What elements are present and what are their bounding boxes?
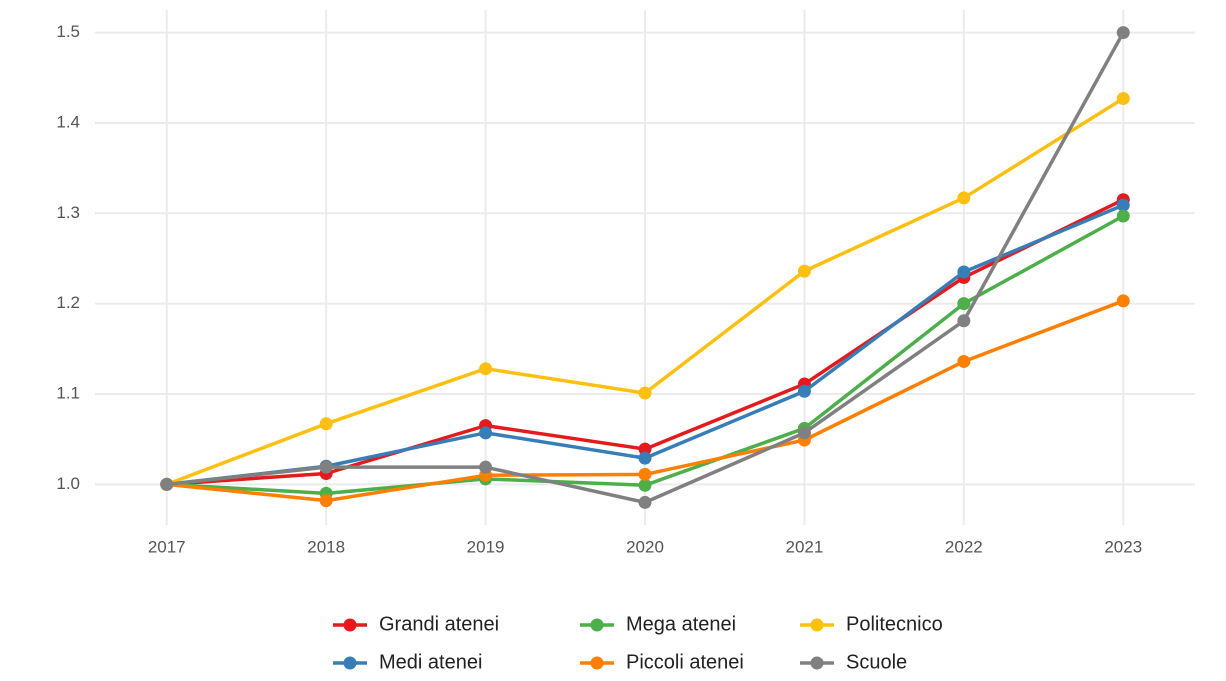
point	[957, 354, 971, 368]
point	[638, 478, 652, 492]
y-tick-label: 1.2	[56, 293, 80, 312]
legend-item: Mega atenei	[580, 613, 736, 635]
point	[319, 460, 333, 474]
legend-swatch-point	[810, 618, 824, 632]
legend-item: Piccoli atenei	[580, 651, 744, 673]
legend-swatch-point	[343, 618, 357, 632]
legend-swatch-point	[343, 656, 357, 670]
legend-item: Medi atenei	[333, 651, 482, 673]
point	[1116, 92, 1130, 106]
x-tick-label: 2020	[626, 537, 664, 556]
point	[638, 442, 652, 456]
y-tick-label: 1.4	[56, 112, 80, 131]
point	[957, 297, 971, 311]
y-tick-label: 1.1	[56, 383, 80, 402]
legend-item: Scuole	[800, 651, 907, 673]
legend-label: Piccoli atenei	[626, 651, 744, 673]
point	[797, 426, 811, 440]
point	[1116, 26, 1130, 40]
legend-item: Politecnico	[800, 613, 943, 635]
point	[638, 467, 652, 481]
point	[957, 191, 971, 205]
point	[479, 460, 493, 474]
point	[1116, 209, 1130, 223]
point	[319, 417, 333, 431]
legend-label: Scuole	[846, 651, 907, 673]
y-tick-label: 1.5	[56, 22, 80, 41]
point	[479, 426, 493, 440]
x-tick-label: 2017	[148, 537, 186, 556]
point	[1116, 198, 1130, 212]
x-tick-label: 2023	[1104, 537, 1142, 556]
legend-label: Mega atenei	[626, 613, 736, 635]
point	[797, 264, 811, 278]
point	[957, 265, 971, 279]
point	[479, 362, 493, 376]
legend-label: Politecnico	[846, 613, 943, 635]
x-tick-label: 2018	[307, 537, 345, 556]
point	[1116, 294, 1130, 308]
point	[638, 386, 652, 400]
point	[797, 384, 811, 398]
x-tick-label: 2019	[467, 537, 505, 556]
y-tick-label: 1.3	[56, 203, 80, 222]
legend-swatch-point	[590, 618, 604, 632]
legend-label: Medi atenei	[379, 651, 482, 673]
x-tick-label: 2021	[786, 537, 824, 556]
legend-swatch-point	[590, 656, 604, 670]
point	[160, 477, 174, 491]
y-tick-label: 1.0	[56, 474, 80, 493]
point	[319, 494, 333, 508]
point	[957, 314, 971, 328]
point	[638, 451, 652, 465]
point	[638, 495, 652, 509]
x-tick-label: 2022	[945, 537, 983, 556]
legend-item: Grandi atenei	[333, 613, 499, 635]
legend-swatch-point	[810, 656, 824, 670]
legend-label: Grandi atenei	[379, 613, 499, 635]
